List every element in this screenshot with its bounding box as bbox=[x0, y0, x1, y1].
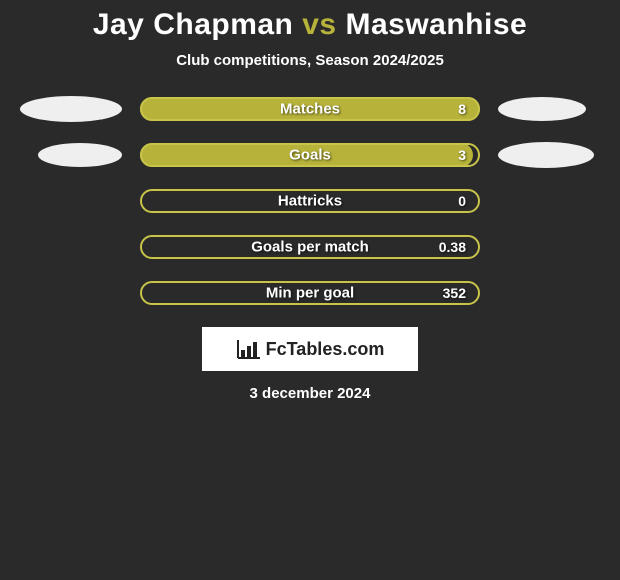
comparison-widget: Jay Chapman vs Maswanhise Club competiti… bbox=[0, 0, 620, 402]
logo: FcTables.com bbox=[236, 338, 385, 360]
logo-text: FcTables.com bbox=[266, 339, 385, 360]
subtitle: Club competitions, Season 2024/2025 bbox=[0, 52, 620, 69]
stat-value: 0.38 bbox=[439, 239, 466, 255]
stat-bar: Hattricks 0 bbox=[140, 189, 480, 213]
stat-row: Matches 8 bbox=[0, 97, 620, 121]
right-ellipse-slot bbox=[480, 97, 600, 121]
stat-label: Min per goal bbox=[266, 285, 354, 302]
stat-value: 3 bbox=[458, 147, 466, 163]
stat-row: Hattricks 0 bbox=[0, 189, 620, 213]
stat-rows: Matches 8 Goals 3 Hattricks 0 Goals per match 0… bbox=[0, 97, 620, 305]
stat-value: 352 bbox=[443, 285, 466, 301]
stat-bar: Min per goal 352 bbox=[140, 281, 480, 305]
stat-label: Matches bbox=[280, 101, 340, 118]
right-ellipse bbox=[498, 142, 594, 168]
left-ellipse bbox=[38, 143, 122, 167]
stat-label: Goals per match bbox=[251, 239, 369, 256]
logo-box: FcTables.com bbox=[202, 327, 418, 371]
stat-bar: Goals 3 bbox=[140, 143, 480, 167]
right-ellipse bbox=[498, 97, 586, 121]
vs-text: vs bbox=[302, 8, 336, 41]
stat-label: Hattricks bbox=[278, 193, 342, 210]
left-ellipse-slot bbox=[20, 143, 140, 167]
player1-name: Jay Chapman bbox=[93, 8, 294, 41]
stat-bar: Matches 8 bbox=[140, 97, 480, 121]
player2-name: Maswanhise bbox=[345, 8, 527, 41]
stat-row: Min per goal 352 bbox=[0, 281, 620, 305]
stat-value: 0 bbox=[458, 193, 466, 209]
stat-label: Goals bbox=[289, 147, 331, 164]
bar-chart-icon bbox=[236, 338, 262, 360]
date: 3 december 2024 bbox=[0, 385, 620, 402]
right-ellipse-slot bbox=[480, 142, 600, 168]
stat-row: Goals 3 bbox=[0, 143, 620, 167]
left-ellipse bbox=[20, 96, 122, 122]
stat-bar: Goals per match 0.38 bbox=[140, 235, 480, 259]
title: Jay Chapman vs Maswanhise bbox=[0, 8, 620, 42]
left-ellipse-slot bbox=[20, 96, 140, 122]
stat-row: Goals per match 0.38 bbox=[0, 235, 620, 259]
stat-value: 8 bbox=[458, 101, 466, 117]
